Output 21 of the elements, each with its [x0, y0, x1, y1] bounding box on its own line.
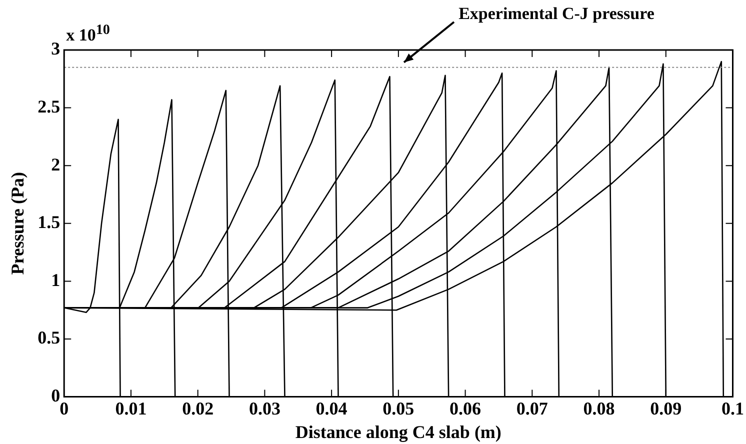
y-tick-label: 1.5	[38, 212, 60, 232]
y-axis-title: Pressure (Pa)	[7, 172, 28, 275]
ref-line-label: Experimental C-J pressure	[458, 4, 654, 24]
y-tick-label: 2.5	[38, 96, 60, 116]
y-tick-label: 3	[51, 38, 60, 59]
x-tick-label: 0.03	[248, 398, 280, 418]
x-tick-label: 0.04	[316, 398, 348, 418]
x-tick-label: 0.01	[115, 398, 147, 418]
text: x 10$^{10}$	[66, 22, 110, 46]
y-tick-label: 0.5	[38, 328, 60, 348]
x-axis-title: Distance along C4 slab (m)	[295, 422, 502, 442]
y-tick-label: 2	[51, 154, 60, 174]
x-tick-label: 0.08	[583, 398, 615, 418]
x-tick-label: 0.07	[516, 398, 548, 418]
x-tick-label: 0.05	[382, 398, 414, 418]
x-tick-label: 0.09	[650, 398, 682, 418]
x-tick-label: 0.02	[182, 398, 214, 418]
y-tick-label: 0	[51, 385, 60, 406]
x-tick-label: 0.06	[450, 398, 482, 418]
x-tick-label: 0.1	[722, 398, 744, 418]
y-tick-label: 1	[51, 270, 60, 290]
